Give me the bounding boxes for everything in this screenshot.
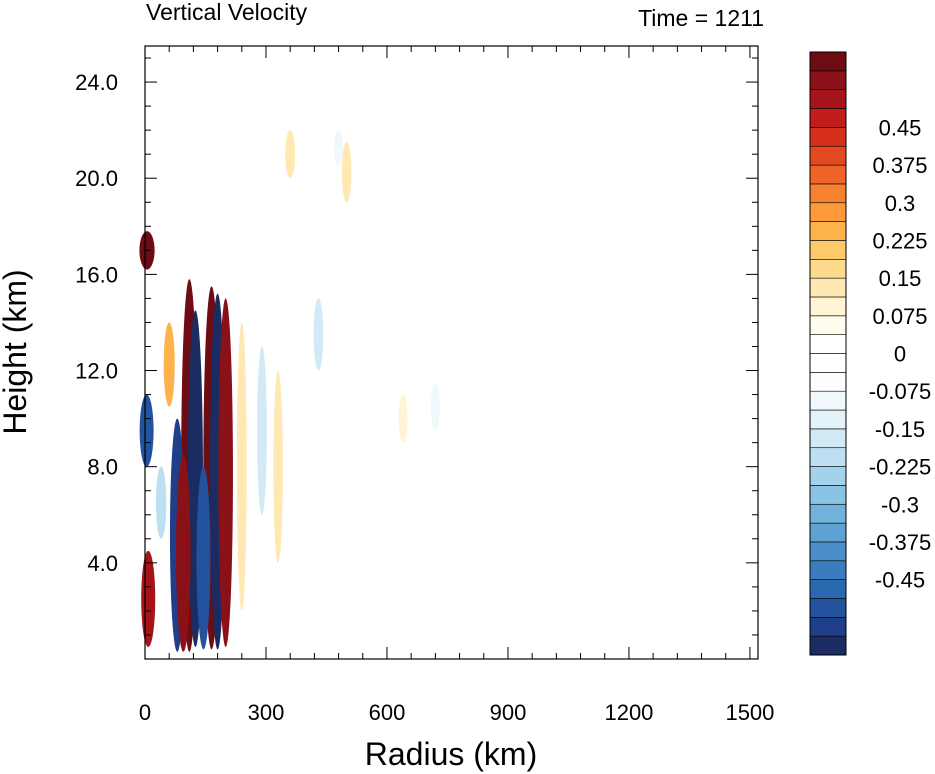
y-tick-label-3: 16.0 (75, 262, 118, 287)
velocity-feature-8 (141, 550, 156, 647)
colorbar-box-4 (809, 560, 847, 580)
velocity-feature-7 (196, 466, 211, 650)
y-tick-label-1: 8.0 (87, 455, 118, 480)
colorbar-box-2 (809, 598, 847, 618)
colorbar-box-23 (809, 202, 847, 222)
velocity-feature-21 (430, 382, 440, 431)
colorbar-box-17 (809, 315, 847, 335)
colorbar-label-9: 0.225 (872, 228, 927, 253)
colorbar-box-7 (809, 503, 847, 524)
colorbar-label-2: -0.3 (881, 492, 919, 517)
velocity-feature-16 (313, 298, 324, 371)
chart-title: Vertical Velocity (146, 0, 308, 25)
colorbar-label-4: -0.15 (875, 417, 925, 442)
y-axis: 4.0 8.0 12.0 16.0 20.0 24.0 (75, 57, 758, 636)
velocity-feature-4 (218, 298, 233, 647)
x-tick-label-2: 600 (369, 700, 406, 725)
colorbar-box-30 (809, 70, 847, 90)
velocity-feature-10 (139, 394, 154, 467)
colorbar-box-0 (809, 635, 847, 656)
colorbar-box-14 (809, 372, 847, 392)
colorbar-box-9 (809, 466, 847, 486)
velocity-feature-17 (285, 130, 296, 179)
colorbar-box-27 (809, 127, 847, 147)
velocity-feature-12 (155, 466, 167, 539)
x-axis-label: Radius (km) (365, 736, 537, 772)
colorbar-box-13 (809, 390, 847, 411)
velocity-feature-20 (398, 394, 408, 443)
velocity-feature-13 (236, 322, 247, 611)
velocity-feature-19 (333, 130, 344, 167)
y-tick-label-4: 20.0 (75, 166, 118, 191)
x-tick-label-5: 1500 (725, 700, 774, 725)
y-axis-label: Height (km) (0, 269, 33, 434)
colorbar-label-8: 0.15 (879, 266, 922, 291)
velocity-feature-6 (176, 454, 191, 652)
x-axis: 0 300 600 900 1200 1500 (139, 46, 774, 725)
colorbar-label-3: -0.225 (869, 455, 931, 480)
colorbar-label-11: 0.375 (872, 153, 927, 178)
velocity-feature-15 (273, 370, 283, 563)
time-label: Time = 1211 (638, 5, 764, 31)
colorbar-label-7: 0.075 (872, 304, 927, 329)
colorbar-box-5 (809, 541, 847, 562)
velocity-feature-14 (257, 346, 267, 515)
plot-area (139, 45, 759, 660)
colorbar-label-5: -0.075 (869, 379, 931, 404)
colorbar-box-28 (809, 108, 847, 128)
colorbar-frame (809, 51, 847, 656)
colorbar-box-21 (809, 240, 847, 260)
colorbar-labels: -0.45 -0.375 -0.3 -0.225 -0.15 -0.075 0 0.075 0.… (869, 115, 931, 592)
colorbar-label-10: 0.3 (885, 191, 916, 216)
colorbar-box-20 (809, 258, 847, 279)
colorbar-box-31 (809, 51, 847, 72)
velocity-feature-11 (163, 322, 175, 407)
y-tick-label-2: 12.0 (75, 359, 118, 384)
colorbar-box-24 (809, 183, 847, 204)
colorbar-label-0: -0.45 (875, 568, 925, 593)
colorbar-box-3 (809, 579, 847, 599)
colorbar (809, 51, 847, 656)
colorbar-box-29 (809, 89, 847, 109)
colorbar-box-10 (809, 447, 847, 467)
x-tick-label-1: 300 (248, 700, 285, 725)
colorbar-box-6 (809, 522, 847, 543)
colorbar-box-1 (809, 617, 847, 637)
x-tick-label-4: 1200 (604, 700, 653, 725)
colorbar-box-18 (809, 296, 847, 317)
y-tick-label-5: 24.0 (75, 70, 118, 95)
colorbar-box-12 (809, 409, 847, 430)
colorbar-box-11 (809, 428, 847, 449)
colorbar-box-16 (809, 334, 847, 354)
colorbar-box-26 (809, 145, 847, 166)
colorbar-box-25 (809, 164, 847, 185)
colorbar-box-15 (809, 353, 847, 373)
colorbar-box-19 (809, 277, 847, 298)
velocity-feature-18 (341, 142, 352, 203)
colorbar-box-22 (809, 221, 847, 241)
x-tick-label-3: 900 (490, 700, 527, 725)
colorbar-label-12: 0.45 (879, 115, 922, 140)
y-tick-label-0: 4.0 (87, 551, 118, 576)
colorbar-label-6: 0 (894, 342, 906, 367)
colorbar-label-1: -0.375 (869, 530, 931, 555)
x-tick-label-0: 0 (139, 700, 151, 725)
colorbar-box-8 (809, 485, 847, 505)
